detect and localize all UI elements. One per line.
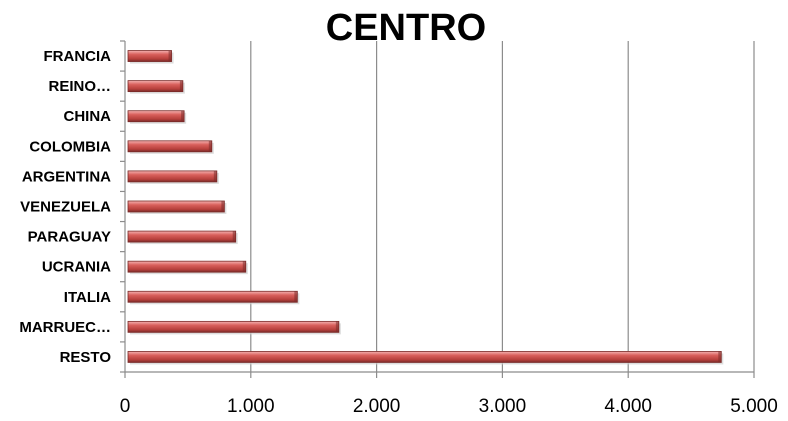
- category-label: VENEZUELA: [20, 199, 111, 216]
- category-label: COLOMBIA: [29, 138, 111, 155]
- bar: [127, 320, 341, 335]
- bar: [127, 110, 187, 124]
- bar: [127, 230, 238, 245]
- x-tick-label: 5.000: [730, 396, 778, 417]
- category-labels: RESTO MARRUEC… ITALIA UCRANIA PARAGUAY VENEZU…: [19, 48, 111, 366]
- bar: [127, 260, 248, 275]
- category-label: REINO…: [48, 78, 111, 95]
- category-label: CHINA: [64, 108, 112, 125]
- bar: [127, 351, 724, 365]
- x-tick-label: 2.000: [353, 396, 401, 417]
- category-label: ARGENTINA: [22, 168, 111, 185]
- category-label: PARAGUAY: [28, 229, 111, 246]
- bar: [127, 170, 219, 184]
- bars: [127, 50, 724, 365]
- x-tick-label: 0: [120, 396, 131, 417]
- x-tick-label: 3.000: [479, 396, 527, 417]
- x-tick-label: 4.000: [604, 396, 652, 417]
- category-label: MARRUEC…: [19, 319, 111, 336]
- category-label: UCRANIA: [42, 259, 111, 276]
- x-tick-label: 1.000: [227, 396, 275, 417]
- bar: [127, 200, 227, 214]
- category-label: FRANCIA: [44, 48, 112, 65]
- bar: [127, 140, 214, 154]
- category-label: RESTO: [60, 349, 112, 366]
- chart-title: CENTRO: [326, 7, 486, 49]
- axes: [120, 40, 755, 378]
- x-tick-labels: 0 1.000 2.000 3.000 4.000 5.000: [120, 396, 778, 417]
- bar: [127, 290, 300, 305]
- category-label: ITALIA: [64, 289, 111, 306]
- bar: [127, 50, 174, 64]
- gridlines: [250, 41, 755, 372]
- bar: [127, 80, 185, 94]
